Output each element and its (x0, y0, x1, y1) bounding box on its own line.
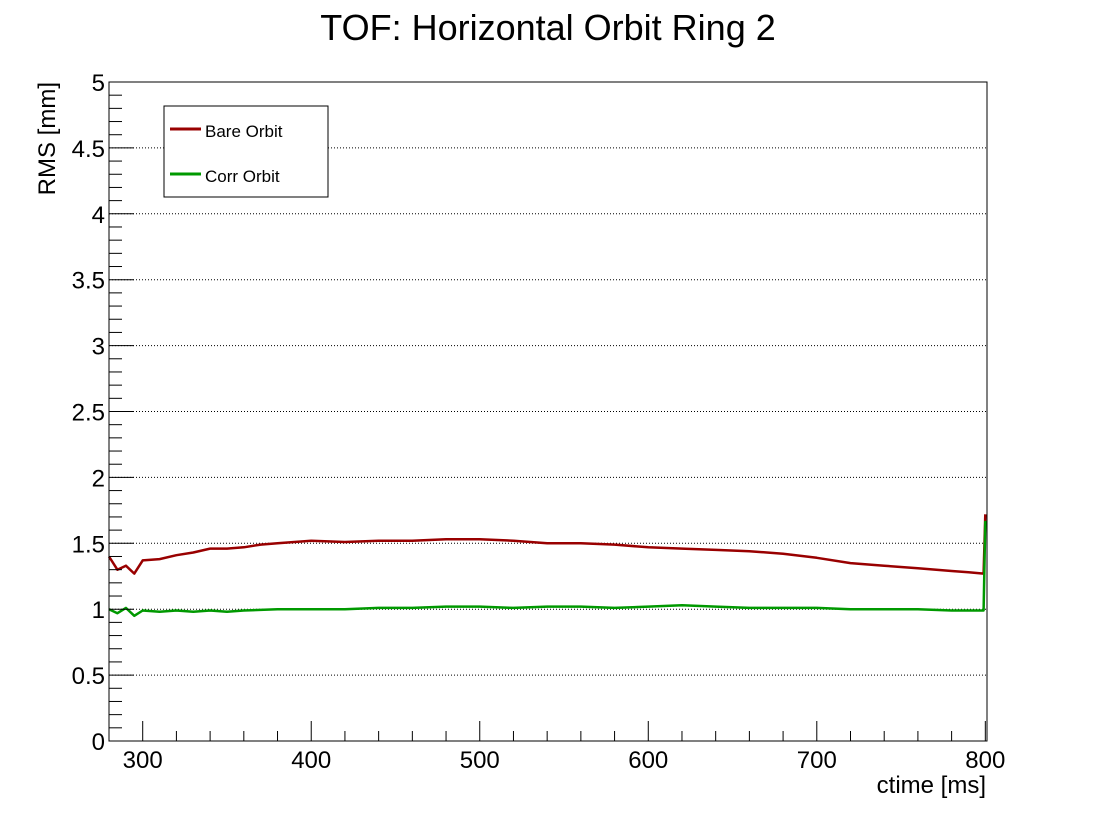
y-tick-label: 3 (92, 334, 105, 361)
series-layer (107, 514, 987, 618)
x-tick-label: 800 (965, 747, 1005, 774)
legend-label-bare-orbit: Bare Orbit (205, 122, 283, 141)
y-tick-label: 0.5 (72, 663, 105, 690)
series-line-bare-orbit (107, 514, 987, 575)
y-tick-label: 1.5 (72, 531, 105, 558)
y-axis-title: RMS [mm] (34, 82, 61, 195)
y-tick-label: 2 (92, 465, 105, 492)
chart-title: TOF: Horizontal Orbit Ring 2 (320, 7, 775, 48)
y-tick-label: 0 (92, 729, 105, 756)
y-tick-label: 1 (92, 597, 105, 624)
series-line-corr-orbit (108, 520, 987, 618)
legend-label-corr-orbit: Corr Orbit (205, 167, 280, 186)
x-axis-title: ctime [ms] (877, 772, 986, 799)
y-tick-label: 4 (92, 202, 105, 229)
legend-box (163, 105, 329, 198)
x-tick-label: 700 (797, 747, 837, 774)
x-tick-label: 600 (628, 747, 668, 774)
axis-layer: 0 0.5 1 1.5 2 2.5 3 3.5 4 4.5 5 300 400 500 600 700 800 (72, 70, 1006, 774)
y-tick-label: 5 (92, 70, 105, 97)
x-tick-label: 300 (123, 747, 163, 774)
x-tick-label: 500 (460, 747, 500, 774)
x-tick-label: 400 (291, 747, 331, 774)
y-tick-label: 2.5 (72, 400, 105, 427)
legend: Bare Orbit Corr Orbit (163, 105, 329, 198)
y-tick-label: 4.5 (72, 136, 105, 163)
y-tick-label: 3.5 (72, 268, 105, 295)
